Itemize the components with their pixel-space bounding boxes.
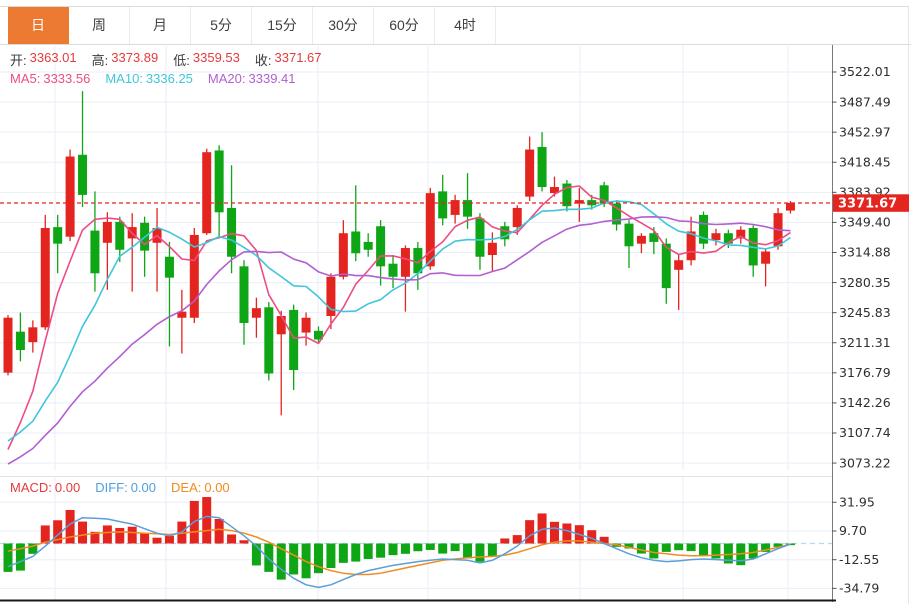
macd-lines-layer xyxy=(7,515,791,589)
legend-item: 收: 3371.67 xyxy=(254,50,322,68)
ma-lines-layer xyxy=(7,185,791,465)
grid-layer xyxy=(0,46,832,600)
diff-line xyxy=(7,515,791,589)
svg-text:3176.79: 3176.79 xyxy=(839,365,891,380)
svg-text:31.95: 31.95 xyxy=(839,494,875,509)
tab-月[interactable]: 月 xyxy=(130,7,191,44)
svg-text:3245.83: 3245.83 xyxy=(839,305,891,320)
legend-item: MA5: 3333.56 xyxy=(10,71,91,86)
interval-tabs: 日周月 5分 15分 30分 60分 4时 xyxy=(8,7,496,44)
top-divider xyxy=(0,6,909,7)
legend-item: 高: 3373.89 xyxy=(91,50,159,68)
legend-item: MA20: 3339.41 xyxy=(207,71,296,86)
legend-item: 低: 3359.53 xyxy=(173,50,240,68)
current-price-tag: 3371.67 xyxy=(833,194,909,212)
tab-周[interactable]: 周 xyxy=(69,7,130,44)
svg-text:3280.35: 3280.35 xyxy=(839,275,891,290)
price-axis: 3522.013487.493452.973418.453383.923349.… xyxy=(832,45,891,602)
svg-text:3522.01: 3522.01 xyxy=(839,64,891,79)
legend-item: MACD: 0.00 xyxy=(10,480,81,495)
macd-legend: MACD: 0.00 DIFF: 0.00 DEA: 0.00 xyxy=(10,480,230,495)
tabs-divider xyxy=(0,44,911,45)
legend-item: DIFF: 0.00 xyxy=(95,480,157,495)
svg-text:3211.31: 3211.31 xyxy=(839,335,891,350)
tab-60分[interactable]: 60分 xyxy=(374,7,435,44)
ma20-line xyxy=(7,216,791,465)
svg-text:-12.55: -12.55 xyxy=(839,552,879,567)
tab-30分[interactable]: 30分 xyxy=(313,7,374,44)
svg-text:3073.22: 3073.22 xyxy=(839,455,891,470)
macd-panel-divider xyxy=(0,476,832,477)
ma-legend: MA5: 3333.56 MA10: 3336.25 MA20: 3339.41 xyxy=(10,71,296,86)
svg-text:3107.74: 3107.74 xyxy=(839,425,891,440)
ma5-line xyxy=(7,185,791,450)
ohlc-legend: 开: 3363.01 高: 3373.89 低: 3359.53 收: 3371.67 xyxy=(10,50,322,69)
svg-text:3418.45: 3418.45 xyxy=(839,154,891,169)
tab-4时[interactable]: 4时 xyxy=(435,7,496,44)
svg-text:-34.79: -34.79 xyxy=(839,581,879,596)
candles-layer xyxy=(3,91,795,416)
svg-text:3314.88: 3314.88 xyxy=(839,245,891,260)
svg-text:3142.26: 3142.26 xyxy=(839,395,891,410)
legend-item: MA10: 3336.25 xyxy=(105,71,193,86)
svg-text:3371.67: 3371.67 xyxy=(838,197,897,212)
dea-line xyxy=(7,528,791,576)
ma10-line xyxy=(7,200,791,442)
svg-text:3452.97: 3452.97 xyxy=(839,124,891,139)
svg-text:3487.49: 3487.49 xyxy=(839,94,891,109)
right-divider xyxy=(908,6,909,604)
svg-text:3349.40: 3349.40 xyxy=(839,215,891,230)
bottom-axis-line xyxy=(0,599,836,602)
legend-item: 开: 3363.01 xyxy=(10,50,77,68)
legend-item: DEA: 0.00 xyxy=(171,480,230,495)
tab-5分[interactable]: 5分 xyxy=(191,7,252,44)
tab-15分[interactable]: 15分 xyxy=(252,7,313,44)
tab-日[interactable]: 日 xyxy=(8,7,69,44)
macd-histogram xyxy=(3,497,795,580)
svg-text:9.70: 9.70 xyxy=(839,523,867,538)
